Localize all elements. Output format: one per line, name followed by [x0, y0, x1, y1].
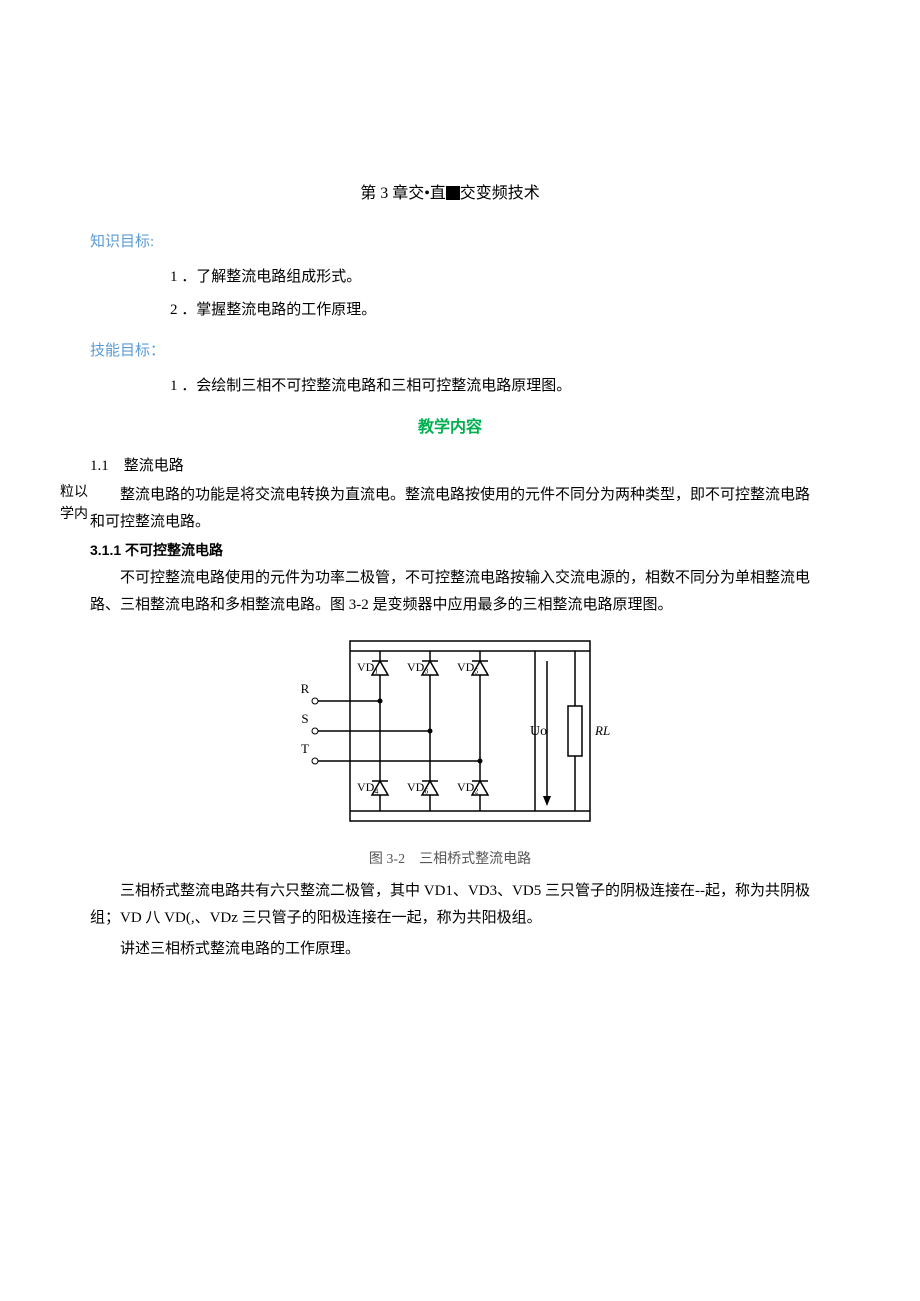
section-1-1-heading: 1.1 整流电路 [90, 453, 840, 480]
label-vd2: VD₂ [457, 780, 479, 794]
black-box-icon [446, 186, 460, 200]
label-vd4: VD₄ [357, 780, 379, 794]
teaching-content-title: 教学内容 [60, 414, 840, 443]
label-r: R [301, 681, 310, 696]
skill-item-1: 1 ．会绘制三相不可控整流电路和三相可控整流电路原理图。 [170, 373, 840, 400]
circuit-diagram: R S T RL Uо VD₁ VD₃ VD₅ VD₄ VD₆ VD₂ [285, 631, 615, 831]
figure-caption: 图 3-2 三相桥式整流电路 [60, 847, 840, 872]
margin-note: 粒以学内 [60, 482, 100, 527]
label-vd3: VD₃ [407, 660, 429, 674]
skill-goals-label: 技能目标： [90, 338, 840, 365]
knowledge-goals-label: 知识目标: [90, 229, 840, 256]
chapter-title: 第 3 章交•直交变频技术 [60, 180, 840, 209]
label-rl: RL [594, 723, 610, 738]
label-s: S [301, 711, 308, 726]
title-prefix: 第 3 章交•直 [360, 185, 446, 202]
knowledge-item-1: 1 ．了解整流电路组成形式。 [170, 264, 840, 291]
section-3-1-1-heading: 3.1.1 不可控整流电路 [90, 538, 840, 563]
paragraph-1: 整流电路的功能是将交流电转换为直流电。整流电路按使用的元件不同分为两种类型，即不… [60, 482, 840, 536]
label-uo: Uо [530, 724, 547, 739]
label-t: T [301, 741, 309, 756]
label-vd6: VD₆ [407, 780, 429, 794]
label-vd1: VD₁ [357, 660, 379, 674]
knowledge-item-2: 2 ．掌握整流电路的工作原理。 [170, 297, 840, 324]
label-vd5: VD₅ [457, 660, 479, 674]
figure-3-2: R S T RL Uо VD₁ VD₃ VD₅ VD₄ VD₆ VD₂ 图 3-… [60, 631, 840, 872]
paragraph-3: 三相桥式整流电路共有六只整流二极管，其中 VD1、VD3、VD5 三只管子的阴极… [60, 878, 840, 932]
paragraph-2: 不可控整流电路使用的元件为功率二极管，不可控整流电路按输入交流电源的，相数不同分… [60, 565, 840, 619]
title-suffix: 交变频技术 [460, 185, 540, 202]
paragraph-4: 讲述三相桥式整流电路的工作原理。 [60, 936, 840, 963]
